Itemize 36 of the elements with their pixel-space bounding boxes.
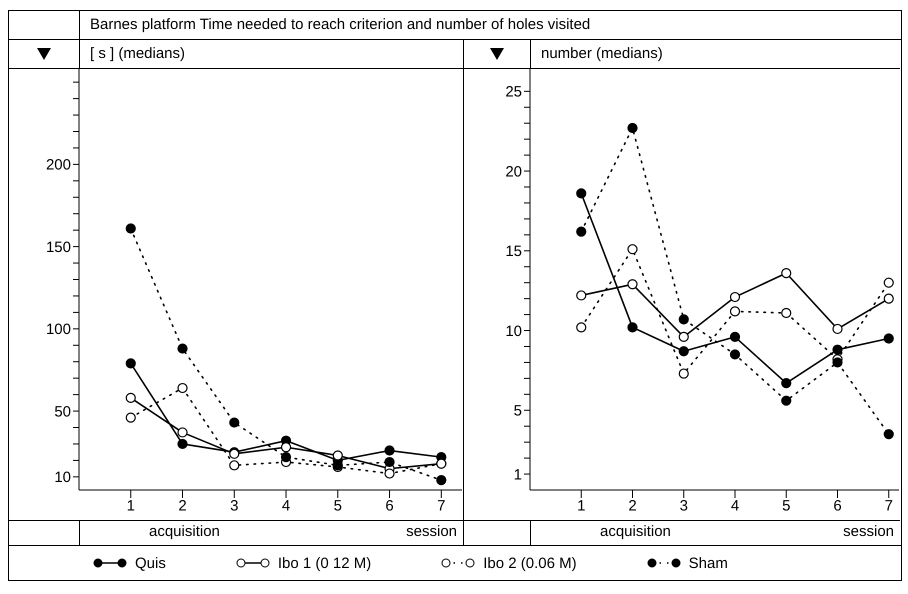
y-tick-label: 5 [514, 402, 522, 420]
y-tick-label: 25 [505, 84, 522, 101]
x-tick-label: 4 [282, 498, 290, 515]
x-tick-label: 6 [385, 498, 394, 515]
legend-label: Quis [135, 554, 166, 572]
y-tick-label: 50 [54, 403, 71, 420]
y-tick-label: 150 [46, 238, 71, 256]
x-tick-label: 7 [884, 498, 893, 515]
x-tick-label: 2 [628, 498, 637, 515]
x-tick-label: 1 [126, 498, 135, 515]
text: session [843, 523, 894, 540]
text: session [406, 523, 457, 540]
x-axis-title: acquisition [600, 523, 671, 540]
y-tick-label: 20 [505, 163, 522, 180]
legend-label: Sham [688, 554, 728, 572]
x-tick-label: 6 [833, 498, 842, 515]
y-axis-title: number (medians) [540, 44, 663, 64]
x-tick-label: 4 [730, 498, 740, 515]
x-tick-label: 3 [680, 498, 688, 515]
y-axis-title: [ s ] (medians) [89, 44, 186, 64]
x-axis-title: acquisition [149, 523, 220, 540]
x-tick-label: 3 [230, 498, 238, 515]
x-tick-label: 5 [334, 498, 342, 515]
y-tick-label: 15 [505, 243, 522, 260]
y-tick-label: 100 [46, 321, 71, 338]
y-tick-label: 1 [514, 466, 522, 484]
x-tick-label: 1 [577, 498, 586, 515]
legend-label: Ibo 2 (0.06 M) [483, 554, 577, 572]
y-tick-label: 200 [46, 156, 71, 174]
y-tick-label: 10 [505, 322, 522, 340]
x-tick-label: 2 [178, 498, 187, 515]
chart-title: Barnes platform Time needed to reach criterion and number of holes visited [89, 15, 590, 35]
x-tick-label: 7 [437, 498, 446, 515]
x-tick-label: 5 [782, 498, 790, 515]
y-tick-label: 10 [54, 469, 71, 486]
legend-label: Ibo 1 (0 12 M) [278, 554, 372, 572]
